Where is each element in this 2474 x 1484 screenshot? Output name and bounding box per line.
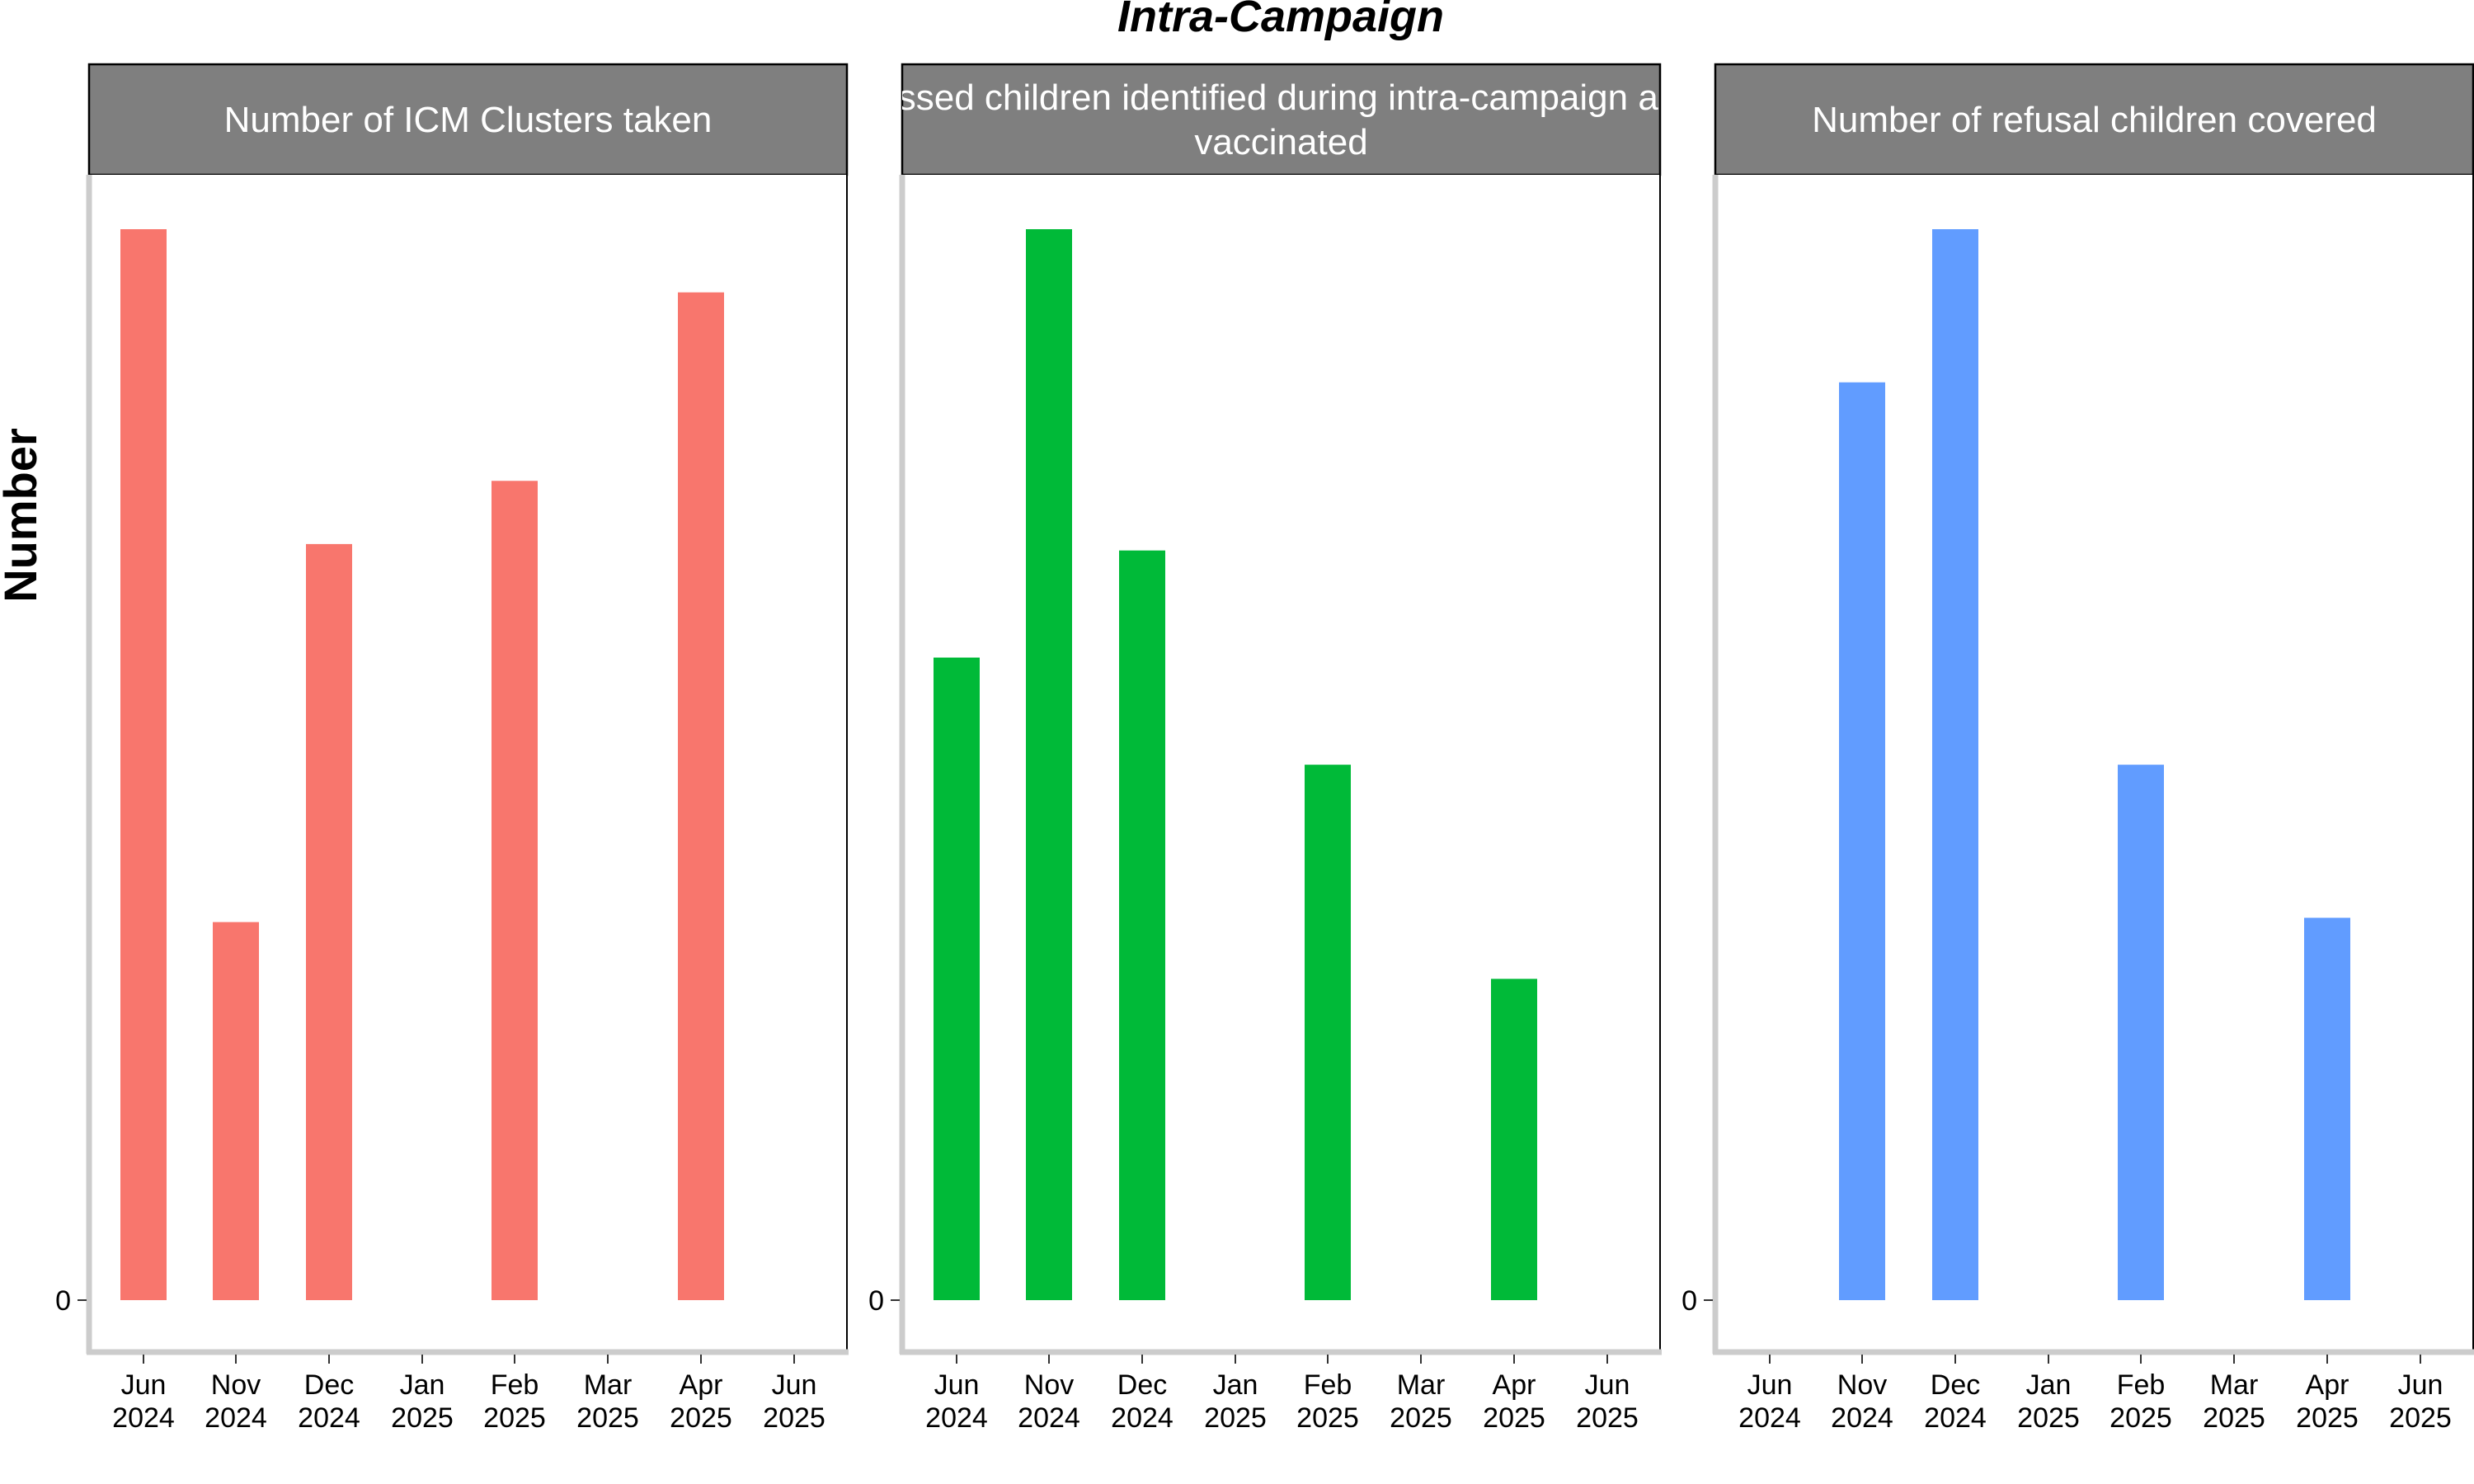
x-tick-label-month: Jun [2398, 1369, 2443, 1401]
x-tick-label-year: 2025 [2109, 1402, 2172, 1434]
x-tick-label-month: Jun [1747, 1369, 1793, 1401]
bar [1305, 764, 1351, 1300]
x-tick-label-year: 2024 [205, 1402, 267, 1434]
facet-panel: Number of ICM Clusters taken0Jun2024Nov2… [55, 63, 849, 1434]
y-tick-label: 0 [1681, 1285, 1697, 1317]
x-tick-label-year: 2024 [112, 1402, 175, 1434]
x-tick-label-month: Apr [680, 1369, 723, 1401]
x-tick-label-month: Nov [1837, 1369, 1887, 1401]
x-tick-label-year: 2024 [1018, 1402, 1080, 1434]
bar [120, 229, 167, 1300]
x-tick-label-year: 2025 [1204, 1402, 1267, 1434]
bar [934, 657, 980, 1300]
plot-background [902, 175, 1660, 1352]
facet-strip [87, 63, 849, 176]
x-tick-label-month: Mar [2210, 1369, 2259, 1401]
x-tick-label-month: Mar [584, 1369, 633, 1401]
x-tick-label-year: 2025 [2017, 1402, 2080, 1434]
bar [213, 922, 259, 1300]
plot-background [89, 175, 847, 1352]
x-tick-label-year: 2025 [2389, 1402, 2452, 1434]
facet-strip-label: vaccinated [1194, 122, 1367, 162]
chart-title: Intra-Campaign [1117, 0, 1444, 41]
x-tick-label-year: 2025 [1483, 1402, 1545, 1434]
facet-panel: Number of missed children identified dur… [680, 63, 1883, 1434]
bar [2118, 764, 2164, 1300]
y-tick-label: 0 [55, 1285, 71, 1317]
facet-panels: Number of ICM Clusters taken0Jun2024Nov2… [55, 63, 2474, 1434]
bar [1026, 229, 1072, 1300]
facet-strip [1714, 63, 2474, 176]
x-tick-label-month: Jun [934, 1369, 980, 1401]
x-tick-label-month: Dec [1117, 1369, 1167, 1401]
x-tick-label-month: Jan [400, 1369, 445, 1401]
x-tick-label-year: 2025 [2203, 1402, 2265, 1434]
bar [1491, 979, 1537, 1300]
bar [306, 543, 352, 1300]
bar [1932, 229, 1978, 1300]
x-tick-label-month: Mar [1397, 1369, 1446, 1401]
facet-strip-label: Number of ICM Clusters taken [224, 100, 713, 140]
bar [1119, 550, 1165, 1300]
x-tick-label-year: 2024 [298, 1402, 360, 1434]
bar [678, 292, 724, 1300]
x-tick-label-year: 2024 [1924, 1402, 1987, 1434]
x-tick-label-year: 2025 [2296, 1402, 2359, 1434]
x-tick-label-month: Nov [211, 1369, 261, 1401]
bar [1839, 382, 1885, 1301]
x-tick-label-month: Feb [491, 1369, 539, 1401]
bar [492, 481, 538, 1300]
x-tick-label-month: Feb [2117, 1369, 2166, 1401]
x-tick-label-month: Feb [1304, 1369, 1352, 1401]
x-tick-label-month: Jun [121, 1369, 167, 1401]
plot-background [1715, 175, 2473, 1352]
facet-panel: Number of refusal children covered0Jun20… [1681, 63, 2474, 1434]
x-tick-label-year: 2025 [1390, 1402, 1452, 1434]
x-tick-label-year: 2024 [925, 1402, 988, 1434]
y-axis-label: Number [0, 428, 46, 603]
x-tick-label-month: Apr [2306, 1369, 2349, 1401]
x-tick-label-month: Jan [1213, 1369, 1258, 1401]
x-tick-label-month: Nov [1024, 1369, 1074, 1401]
x-tick-label-year: 2024 [1738, 1402, 1801, 1434]
x-tick-label-month: Jan [2026, 1369, 2072, 1401]
x-tick-label-year: 2025 [576, 1402, 639, 1434]
y-tick-label: 0 [868, 1285, 884, 1317]
x-tick-label-year: 2025 [391, 1402, 454, 1434]
x-tick-label-year: 2024 [1111, 1402, 1174, 1434]
x-tick-label-month: Dec [304, 1369, 354, 1401]
x-tick-label-year: 2025 [670, 1402, 732, 1434]
x-tick-label-month: Jun [1585, 1369, 1630, 1401]
facet-strip [901, 63, 1662, 176]
x-tick-label-month: Apr [1493, 1369, 1536, 1401]
x-tick-label-year: 2025 [483, 1402, 546, 1434]
x-tick-label-year: 2025 [1576, 1402, 1639, 1434]
bar [2304, 918, 2350, 1300]
x-tick-label-year: 2025 [1296, 1402, 1359, 1434]
facet-strip-label: Number of missed children identified dur… [680, 77, 1883, 118]
x-tick-label-year: 2025 [763, 1402, 825, 1434]
x-tick-label-year: 2024 [1831, 1402, 1893, 1434]
x-tick-label-month: Jun [772, 1369, 817, 1401]
facet-strip-label: Number of refusal children covered [1812, 100, 2377, 140]
x-tick-label-month: Dec [1931, 1369, 1980, 1401]
